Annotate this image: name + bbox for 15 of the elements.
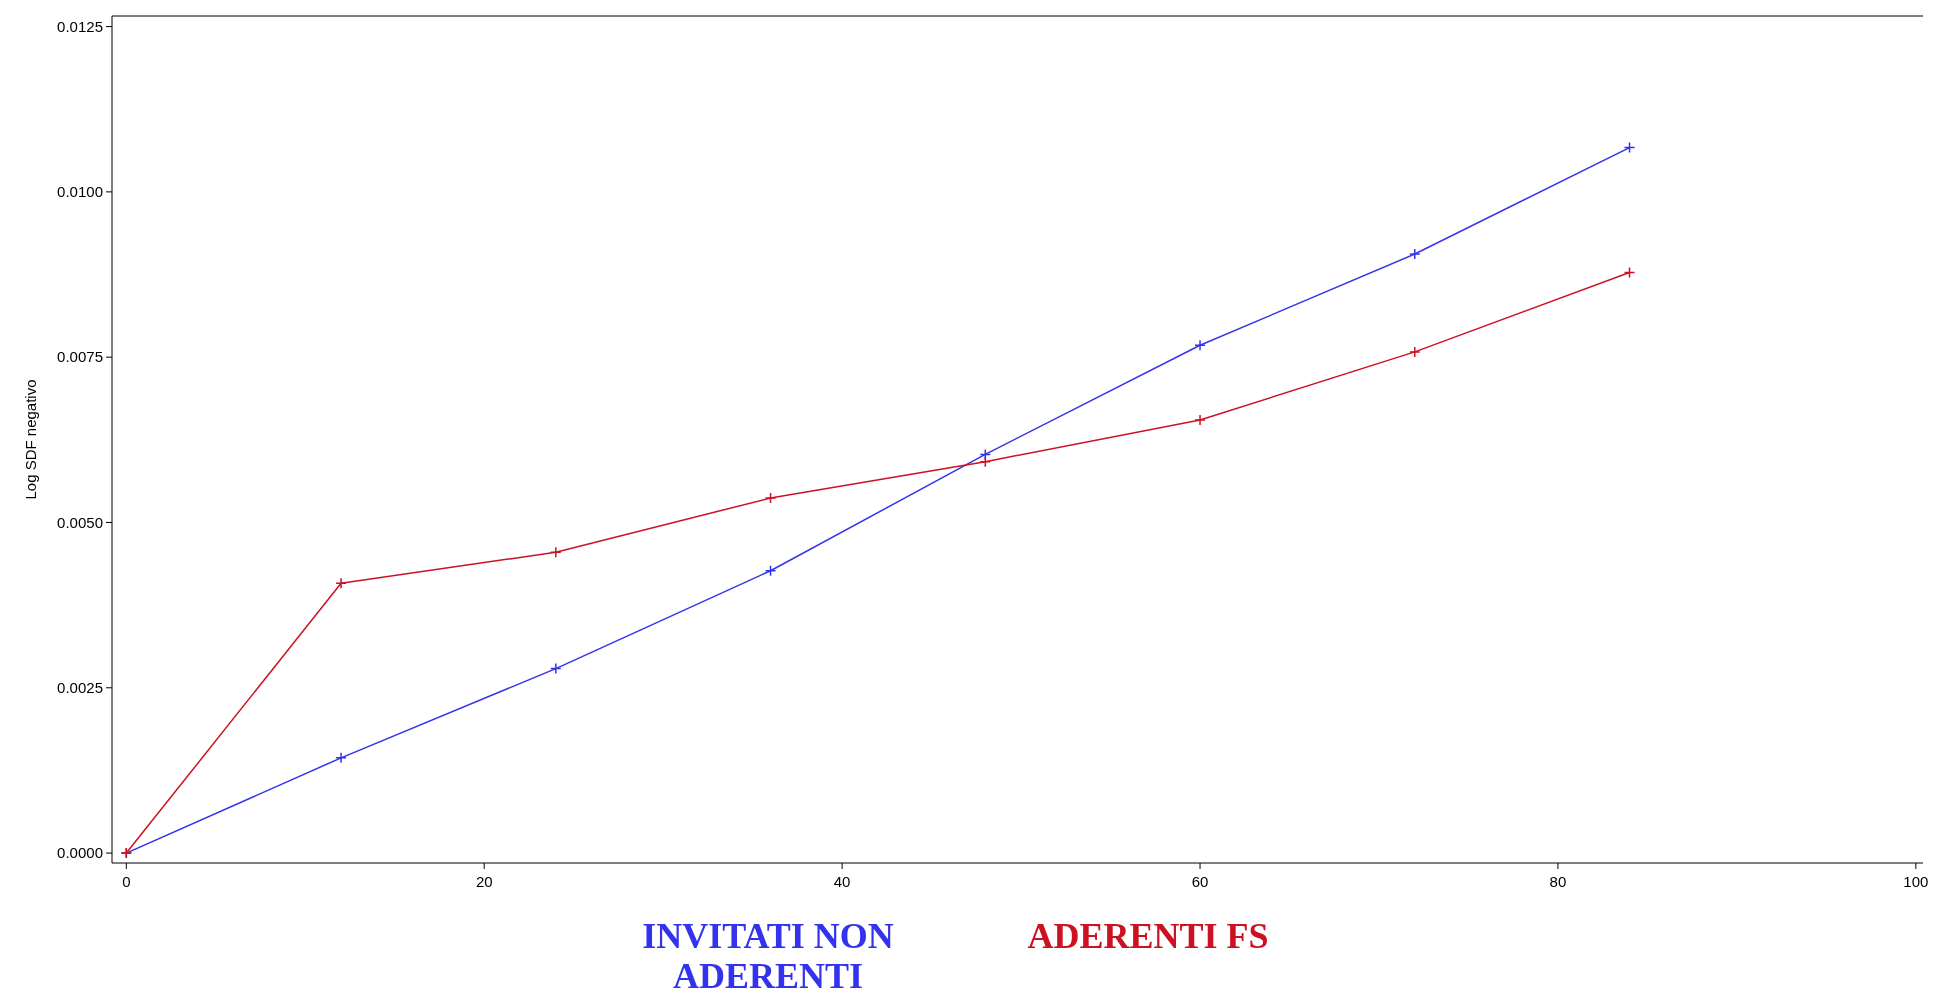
text: ADERENTI FS — [1027, 916, 1269, 956]
y-tick-label: 0.0075 — [57, 348, 103, 366]
x-tick-label: 80 — [1549, 873, 1567, 890]
x-tick-label: 60 — [1191, 873, 1209, 890]
x-tick-label: 20 — [475, 873, 493, 890]
y-axis-title: Log SDF negativo — [22, 379, 39, 500]
y-tick-label: 0.0125 — [57, 17, 103, 35]
y-tick-label: 0.0050 — [57, 513, 103, 531]
y-tick-label: 0.0100 — [57, 183, 103, 201]
x-tick-label: 100 — [1903, 873, 1929, 890]
text: INVITATI NON ADERENTI — [642, 916, 894, 996]
y-tick-label: 0.0000 — [57, 844, 103, 862]
x-tick-label: 40 — [833, 873, 851, 890]
x-tick-label: 0 — [122, 873, 131, 890]
y-tick-label: 0.0025 — [57, 679, 103, 697]
